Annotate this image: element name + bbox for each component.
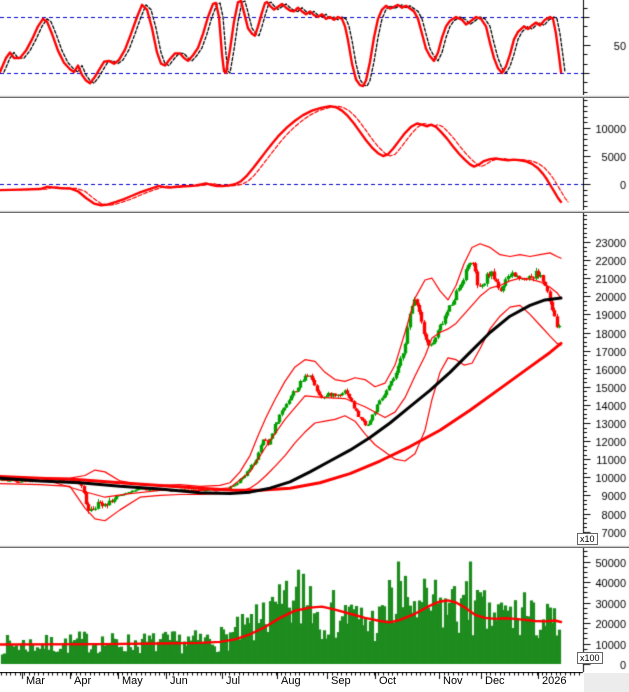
x-axis-month-label: Mar: [26, 675, 45, 687]
price-scale-unit-badge: x10: [577, 533, 598, 545]
panel-separator: [0, 210, 629, 213]
x-axis-month-label: Jul: [226, 675, 241, 687]
x-axis-month-label: May: [122, 675, 143, 687]
price-panel-canvas[interactable]: [0, 213, 629, 545]
volume-scale-unit-badge: x100: [577, 652, 603, 664]
time-axis: Mar Apr May Jun Jul Aug Sep Oct Nov Dec 2026: [0, 672, 629, 692]
panel-separator: [0, 95, 629, 98]
x-axis-month-label: 2026: [542, 675, 567, 687]
x-axis-month-label: Jun: [170, 675, 188, 687]
macd-panel-canvas[interactable]: [0, 98, 629, 210]
stochastic-panel-canvas[interactable]: [0, 0, 629, 95]
x-axis-month-label: Apr: [74, 675, 92, 687]
x-axis-month-label: Aug: [281, 675, 301, 687]
time-axis-ticks-canvas: [0, 672, 629, 692]
axis-corner-filler: [584, 673, 629, 692]
volume-panel-canvas[interactable]: [0, 548, 629, 672]
x-axis-month-label: Dec: [485, 675, 505, 687]
panel-separator: [0, 545, 629, 548]
x-axis-month-label: Oct: [379, 675, 397, 687]
x-axis-month-label: Sep: [331, 675, 351, 687]
x-axis-month-label: Nov: [443, 675, 463, 687]
